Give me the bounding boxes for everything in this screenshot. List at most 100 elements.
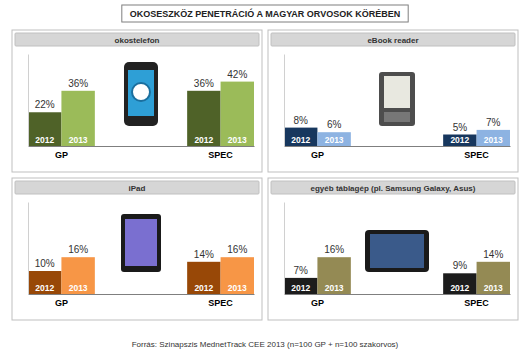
- bars: [284, 128, 510, 146]
- bar: [61, 91, 94, 146]
- bar: [61, 257, 94, 294]
- data-label: 16%: [227, 244, 247, 255]
- panel-header: [15, 33, 259, 46]
- x-axis-line: [29, 146, 255, 147]
- device-icon: [365, 230, 429, 272]
- bar: [221, 82, 254, 146]
- bars: [28, 82, 254, 146]
- panel-title: egyéb táblagép (pl. Samsung Galaxy, Asus…: [311, 184, 476, 193]
- y-axis: [284, 55, 285, 147]
- panel: okostelefon201222%201236%201336%201342%G…: [12, 30, 262, 172]
- x-tick-label: GP: [55, 298, 68, 308]
- x-tick: SPEC: [464, 298, 489, 308]
- bar: [317, 132, 350, 146]
- x-tick: GP: [311, 298, 324, 308]
- icon-body: [124, 62, 158, 126]
- icon-body: [379, 72, 415, 126]
- bar: [284, 278, 317, 294]
- x-tick: SPEC: [464, 150, 489, 160]
- series-label: 2013: [325, 283, 344, 293]
- panel: eBook reader20128%20125%20136%20137%GPSP…: [268, 30, 518, 172]
- series-label: 2013: [484, 135, 503, 145]
- y-axis: [284, 203, 285, 295]
- data-label: 36%: [194, 78, 214, 89]
- data-label: 16%: [68, 244, 88, 255]
- panel: egyéb táblagép (pl. Samsung Galaxy, Asus…: [268, 178, 518, 320]
- bar: [284, 128, 317, 146]
- data-label: 42%: [227, 69, 247, 80]
- data-label: 5%: [453, 122, 468, 133]
- bar-texts: 201222%201236%201336%201342%: [35, 69, 248, 145]
- panel-header: [271, 181, 515, 194]
- x-tick: SPEC: [208, 298, 233, 308]
- series-label: 2013: [228, 135, 247, 145]
- icon-keys: [384, 112, 410, 122]
- series-label: 2012: [194, 283, 213, 293]
- x-tick-label: SPEC: [464, 150, 489, 160]
- y-axis-line: [28, 203, 29, 295]
- icon-magnifier: [132, 83, 150, 101]
- x-axis-line: [285, 146, 511, 147]
- device-icon: [379, 72, 415, 126]
- chart-svg: OKOSESZKÖZ PENETRÁCIÓ A MAGYAR ORVOSOK K…: [0, 0, 530, 359]
- bar: [28, 271, 61, 294]
- bar-texts: 20128%20125%20136%20137%: [291, 115, 503, 145]
- device-icon: [121, 214, 161, 272]
- x-tick-label: GP: [311, 298, 324, 308]
- chart-container: OKOSESZKÖZ PENETRÁCIÓ A MAGYAR ORVOSOK K…: [0, 0, 530, 359]
- icon-screen: [128, 70, 154, 116]
- series-label: 2012: [291, 283, 310, 293]
- bar: [187, 262, 220, 294]
- x-tick: GP: [311, 150, 324, 160]
- icon-body: [365, 230, 429, 272]
- data-label: 22%: [35, 99, 55, 110]
- bar: [477, 262, 510, 294]
- icon-screen: [384, 76, 410, 108]
- panel-header: [15, 181, 259, 194]
- title-box: [122, 5, 408, 22]
- panel: iPad201210%201214%201316%201316%GPSPEC: [12, 178, 262, 320]
- bar-texts: 201210%201214%201316%201316%: [35, 244, 248, 293]
- series-label: 2012: [35, 283, 54, 293]
- data-label: 6%: [327, 119, 342, 130]
- data-label: 10%: [35, 258, 55, 269]
- panel-frame: [12, 30, 262, 172]
- series-label: 2012: [291, 135, 310, 145]
- icon-body: [121, 214, 161, 272]
- x-axis: GP SPEC: [29, 295, 255, 309]
- bar: [317, 257, 350, 294]
- data-label: 14%: [483, 249, 503, 260]
- x-tick-label: SPEC: [208, 298, 233, 308]
- x-tick: GP: [55, 150, 68, 160]
- bar: [443, 135, 476, 147]
- x-tick: SPEC: [208, 150, 233, 160]
- panel-frame: [268, 178, 518, 320]
- data-label: 36%: [68, 78, 88, 89]
- panel-title: eBook reader: [367, 36, 418, 45]
- data-label: 8%: [293, 115, 308, 126]
- panel-title: iPad: [129, 184, 146, 193]
- bars: [28, 257, 254, 294]
- icon-screen: [125, 219, 157, 266]
- series-label: 2013: [484, 283, 503, 293]
- series-label: 2012: [35, 135, 54, 145]
- y-axis: [28, 203, 29, 295]
- x-axis: GP SPEC: [285, 147, 511, 161]
- icon-screen: [370, 234, 424, 268]
- x-tick-label: GP: [55, 150, 68, 160]
- series-label: 2012: [194, 135, 213, 145]
- x-tick-label: SPEC: [208, 150, 233, 160]
- x-tick: GP: [55, 298, 68, 308]
- panel-title: okostelefon: [115, 36, 160, 45]
- background: [0, 0, 530, 359]
- data-label: 9%: [453, 260, 468, 271]
- data-label: 16%: [324, 244, 344, 255]
- x-axis-line: [29, 294, 255, 295]
- data-label: 7%: [486, 117, 501, 128]
- y-axis-line: [284, 55, 285, 147]
- series-label: 2012: [450, 135, 469, 145]
- device-icon: [124, 62, 158, 126]
- bar: [187, 91, 220, 146]
- panel-frame: [12, 178, 262, 320]
- x-tick-label: GP: [311, 150, 324, 160]
